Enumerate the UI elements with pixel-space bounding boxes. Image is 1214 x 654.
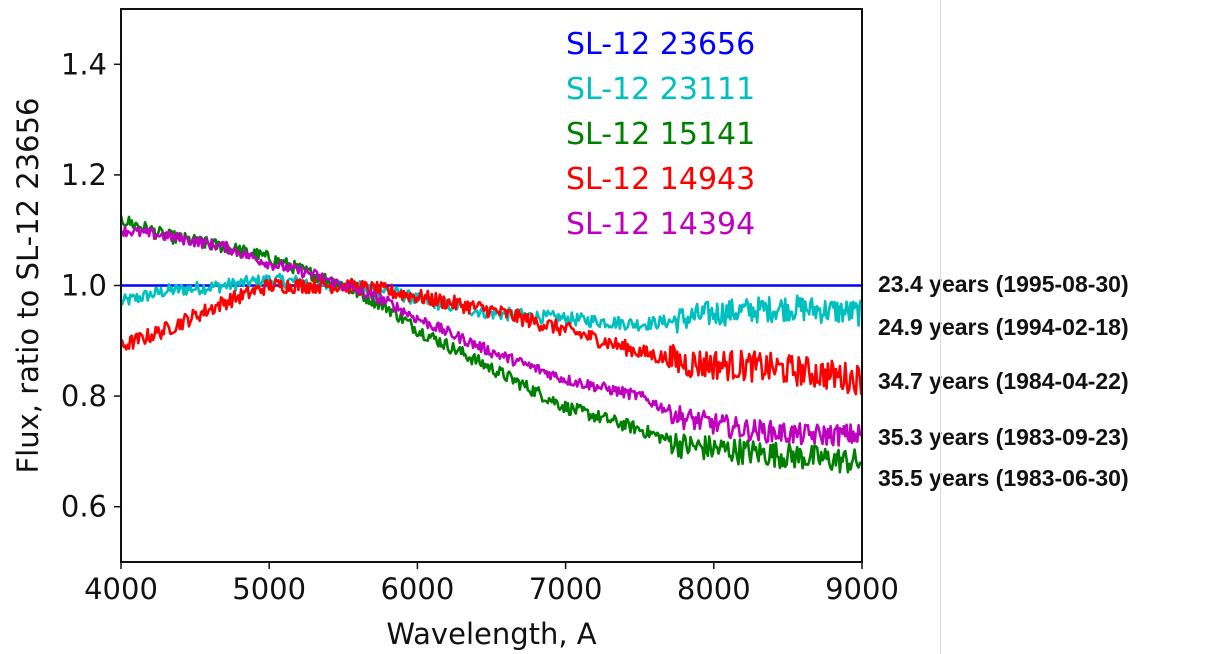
legend-entry: SL-12 15141 [566,117,755,152]
age-annotation: 24.9 years (1994-02-18) [878,314,1129,340]
series-line-4 [121,225,862,447]
x-tick-label: 8000 [677,572,751,606]
age-annotation: 35.3 years (1983-09-23) [878,424,1129,450]
x-axis-label: Wavelength, A [386,617,596,651]
legend-entry: SL-12 14943 [566,162,755,197]
y-tick-label: 0.8 [61,379,107,413]
x-tick-label: 5000 [232,572,306,606]
panel-divider [940,0,941,654]
y-tick-label: 1.0 [61,269,107,303]
y-tick-label: 1.4 [61,47,107,81]
x-tick-label: 4000 [84,572,158,606]
x-tick-label: 9000 [825,572,899,606]
age-annotation: 34.7 years (1984-04-22) [878,368,1129,394]
series-line-2 [121,215,862,474]
y-tick-label: 0.6 [61,490,107,524]
age-annotation: 23.4 years (1995-08-30) [878,271,1129,297]
annotations: 23.4 years (1995-08-30) 24.9 years (1994-… [878,271,1129,491]
ticks-layer: 4000 5000 6000 7000 8000 9000 0.6 0.8 1.0 1.2 1.4 [61,47,899,606]
age-annotation: 35.5 years (1983-06-30) [878,465,1129,491]
y-axis-label: Flux, ratio to SL-12 23656 [11,97,45,473]
series-layer [121,215,862,474]
legend-entry: SL-12 23656 [566,27,755,62]
y-tick-label: 1.2 [61,158,107,192]
series-line-3 [121,277,862,396]
x-tick-label: 7000 [529,572,603,606]
x-tick-label: 6000 [380,572,454,606]
series-line-1 [121,272,862,334]
legend-entry: SL-12 23111 [566,72,755,107]
legend-entry: SL-12 14394 [566,207,755,242]
legend: SL-12 23656 SL-12 23111 SL-12 15141 SL-12 1… [566,27,755,242]
